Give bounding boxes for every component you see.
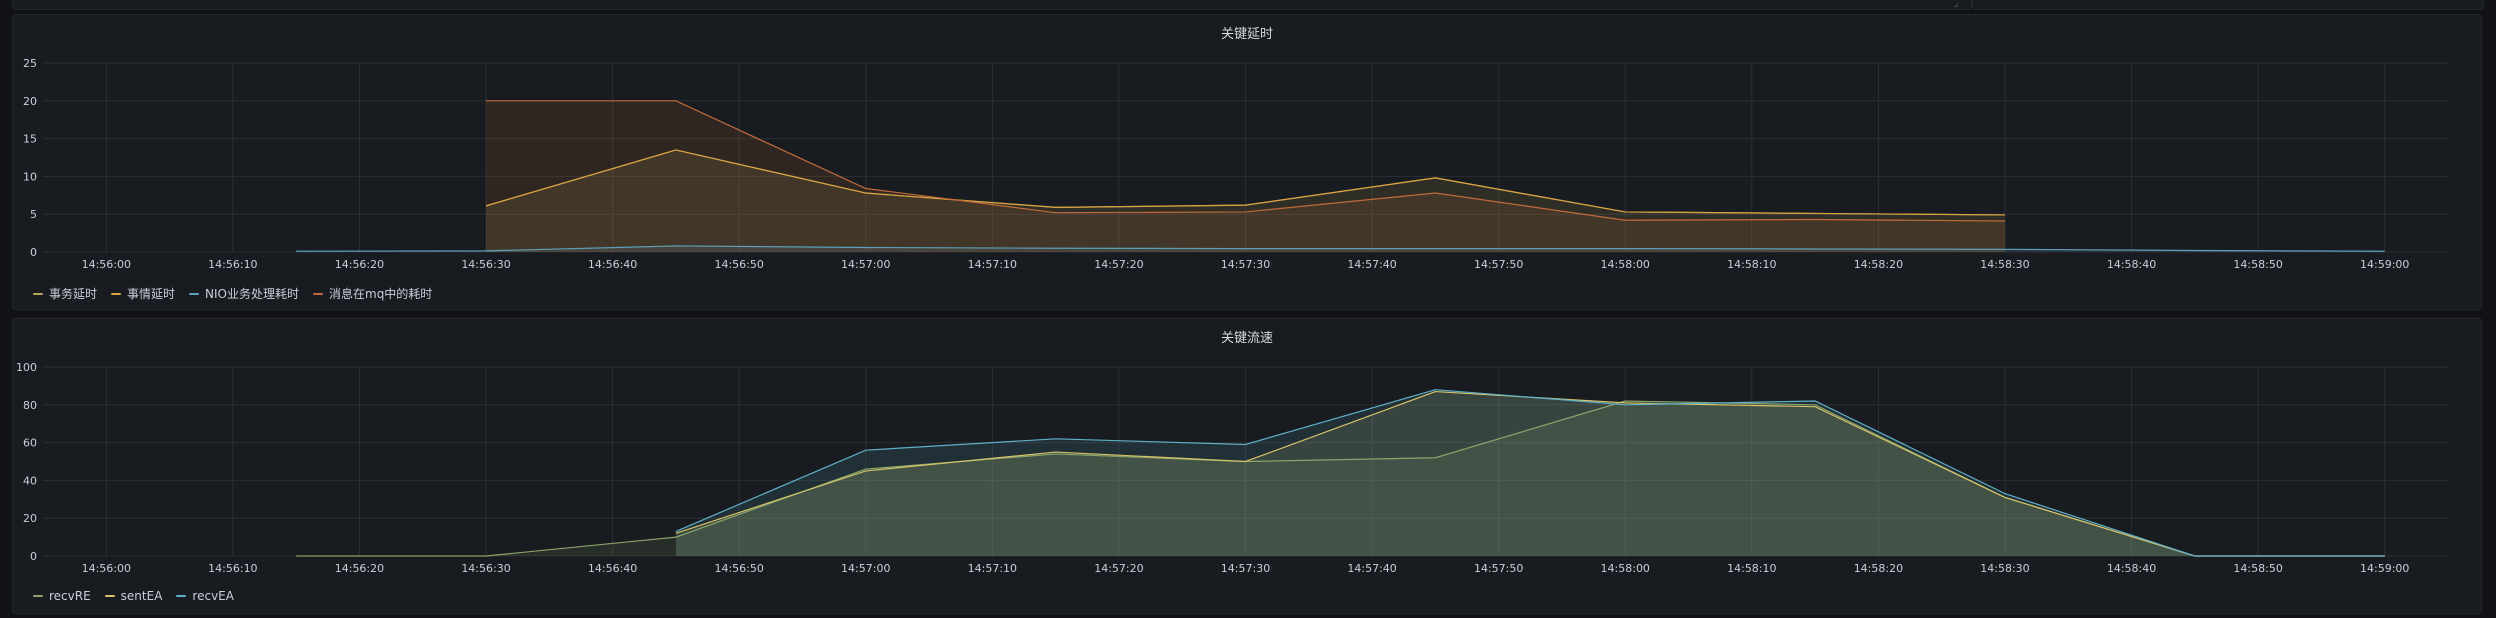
x-tick-label: 14:58:50 — [2233, 258, 2282, 271]
series-area-2 — [675, 389, 2385, 556]
x-tick-label: 14:56:50 — [714, 562, 763, 575]
legend-label: 消息在mq中的耗时 — [329, 287, 433, 301]
legend: 事务延时 事情延时 NIO业务处理耗时 消息在mq中的耗时 — [33, 285, 432, 302]
x-tick-label: 14:57:30 — [1221, 258, 1270, 271]
legend-item[interactable]: recvEA — [176, 589, 234, 603]
panel-resize-handle[interactable]: ⌟ — [1954, 0, 1959, 9]
legend-swatch — [189, 292, 200, 295]
y-tick-label: 0 — [30, 550, 37, 563]
latency-chart: 0 5 10 15 20 25 14:56:00 14:56:10 14:56:20 14:56:… — [23, 57, 2448, 271]
x-tick-label: 14:57:40 — [1347, 258, 1396, 271]
legend-item[interactable]: sentEA — [104, 589, 163, 603]
series-area-0 — [486, 149, 2005, 252]
legend-swatch — [104, 595, 115, 597]
panel-title[interactable]: 关键延时 — [1220, 27, 1273, 42]
panel-key-latency[interactable]: 关键延时 0 5 10 15 20 25 14:56:00 14:56:10 14:56:20 1… — [12, 14, 2482, 310]
legend-swatch — [111, 292, 122, 295]
x-tick-label: 14:58:10 — [1727, 258, 1776, 271]
legend-swatch — [33, 292, 43, 295]
y-tick-label: 0 — [30, 246, 37, 259]
previous-panels-strip: ⌟ — [0, 0, 2496, 10]
y-tick-label: 40 — [23, 474, 37, 487]
y-tick-label: 5 — [30, 208, 37, 221]
grid: 0 20 40 60 80 100 14:56:00 14:56:10 14:56:20 14:5… — [16, 361, 2448, 575]
x-tick-label: 14:58:00 — [1601, 258, 1650, 271]
x-tick-label: 14:57:00 — [841, 258, 890, 271]
legend-label: recvEA — [192, 589, 234, 603]
x-tick-label: 14:57:20 — [1094, 562, 1143, 575]
legend-label: NIO业务处理耗时 — [205, 287, 299, 301]
legend-label: sentEA — [120, 589, 163, 603]
legend-item[interactable]: NIO业务处理耗时 — [189, 285, 299, 302]
x-tick-label: 14:56:40 — [588, 562, 637, 575]
x-tick-label: 14:57:00 — [841, 562, 890, 575]
x-tick-label: 14:58:20 — [1854, 562, 1903, 575]
x-tick-label: 14:58:00 — [1601, 562, 1650, 575]
y-tick-label: 80 — [23, 399, 37, 412]
series-line-3[interactable] — [486, 100, 2005, 222]
x-tick-label: 14:56:50 — [714, 258, 763, 271]
series-line-2[interactable] — [296, 245, 2385, 252]
legend-item[interactable]: recvRE — [33, 589, 91, 603]
x-tick-label: 14:56:20 — [335, 258, 384, 271]
x-tick-label: 14:56:00 — [82, 562, 131, 575]
series-group — [296, 389, 2385, 557]
x-tick-label: 14:56:10 — [208, 562, 257, 575]
x-tick-label: 14:59:00 — [2360, 258, 2409, 271]
series-line-1[interactable] — [485, 149, 2005, 216]
panel-title[interactable]: 关键流速 — [1220, 331, 1273, 346]
previous-panel-right — [1972, 0, 2484, 10]
y-tick-label: 10 — [23, 170, 37, 183]
series-area-3 — [486, 100, 2005, 252]
y-tick-label: 20 — [23, 512, 37, 525]
x-tick-label: 14:57:40 — [1347, 562, 1396, 575]
x-tick-label: 14:56:30 — [461, 258, 510, 271]
legend-swatch — [176, 595, 187, 597]
legend-swatch — [313, 292, 323, 295]
y-tick-label: 25 — [23, 57, 37, 70]
series-line-2[interactable] — [675, 389, 2385, 557]
x-tick-label: 14:57:50 — [1474, 562, 1523, 575]
panel-key-flow-rate[interactable]: 关键流速 0 20 40 60 80 100 14:56:00 14:56:10 14:56:2… — [12, 318, 2482, 614]
x-tick-label: 14:58:20 — [1854, 258, 1903, 271]
legend-swatch — [33, 595, 43, 597]
x-tick-label: 14:57:30 — [1221, 562, 1270, 575]
y-tick-label: 100 — [16, 361, 37, 374]
y-tick-label: 60 — [23, 437, 37, 450]
y-tick-label: 20 — [23, 95, 37, 108]
x-tick-label: 14:59:00 — [2360, 562, 2409, 575]
legend-item[interactable]: 事务延时 — [33, 285, 97, 302]
legend-label: 事务延时 — [49, 287, 98, 301]
x-tick-label: 14:56:30 — [461, 562, 510, 575]
x-tick-label: 14:57:50 — [1474, 258, 1523, 271]
series-area-1 — [675, 391, 2385, 556]
legend-label: recvRE — [49, 589, 91, 603]
y-tick-label: 15 — [23, 133, 37, 146]
flow-rate-chart: 0 20 40 60 80 100 14:56:00 14:56:10 14:56:20 14:5… — [16, 361, 2448, 575]
x-tick-label: 14:57:10 — [968, 562, 1017, 575]
legend-label: 事情延时 — [127, 287, 176, 301]
previous-panel-left — [12, 0, 1972, 10]
x-tick-label: 14:58:40 — [2107, 562, 2156, 575]
x-tick-label: 14:56:20 — [335, 562, 384, 575]
x-tick-label: 14:58:30 — [1980, 258, 2029, 271]
legend-item[interactable]: 事情延时 — [111, 285, 175, 302]
x-tick-label: 14:58:50 — [2233, 562, 2282, 575]
x-tick-label: 14:56:40 — [588, 258, 637, 271]
series-group — [296, 100, 2385, 252]
x-tick-label: 14:56:00 — [82, 258, 131, 271]
grid: 0 5 10 15 20 25 14:56:00 14:56:10 14:56:20 14:56:… — [23, 57, 2448, 271]
x-tick-label: 14:58:10 — [1727, 562, 1776, 575]
series-area-0 — [296, 401, 2385, 556]
legend: recvRE sentEA recvEA — [33, 589, 234, 603]
x-tick-label: 14:57:20 — [1094, 258, 1143, 271]
x-tick-label: 14:57:10 — [968, 258, 1017, 271]
legend-item[interactable]: 消息在mq中的耗时 — [313, 285, 432, 302]
x-tick-label: 14:58:30 — [1980, 562, 2029, 575]
x-tick-label: 14:58:40 — [2107, 258, 2156, 271]
x-tick-label: 14:56:10 — [208, 258, 257, 271]
